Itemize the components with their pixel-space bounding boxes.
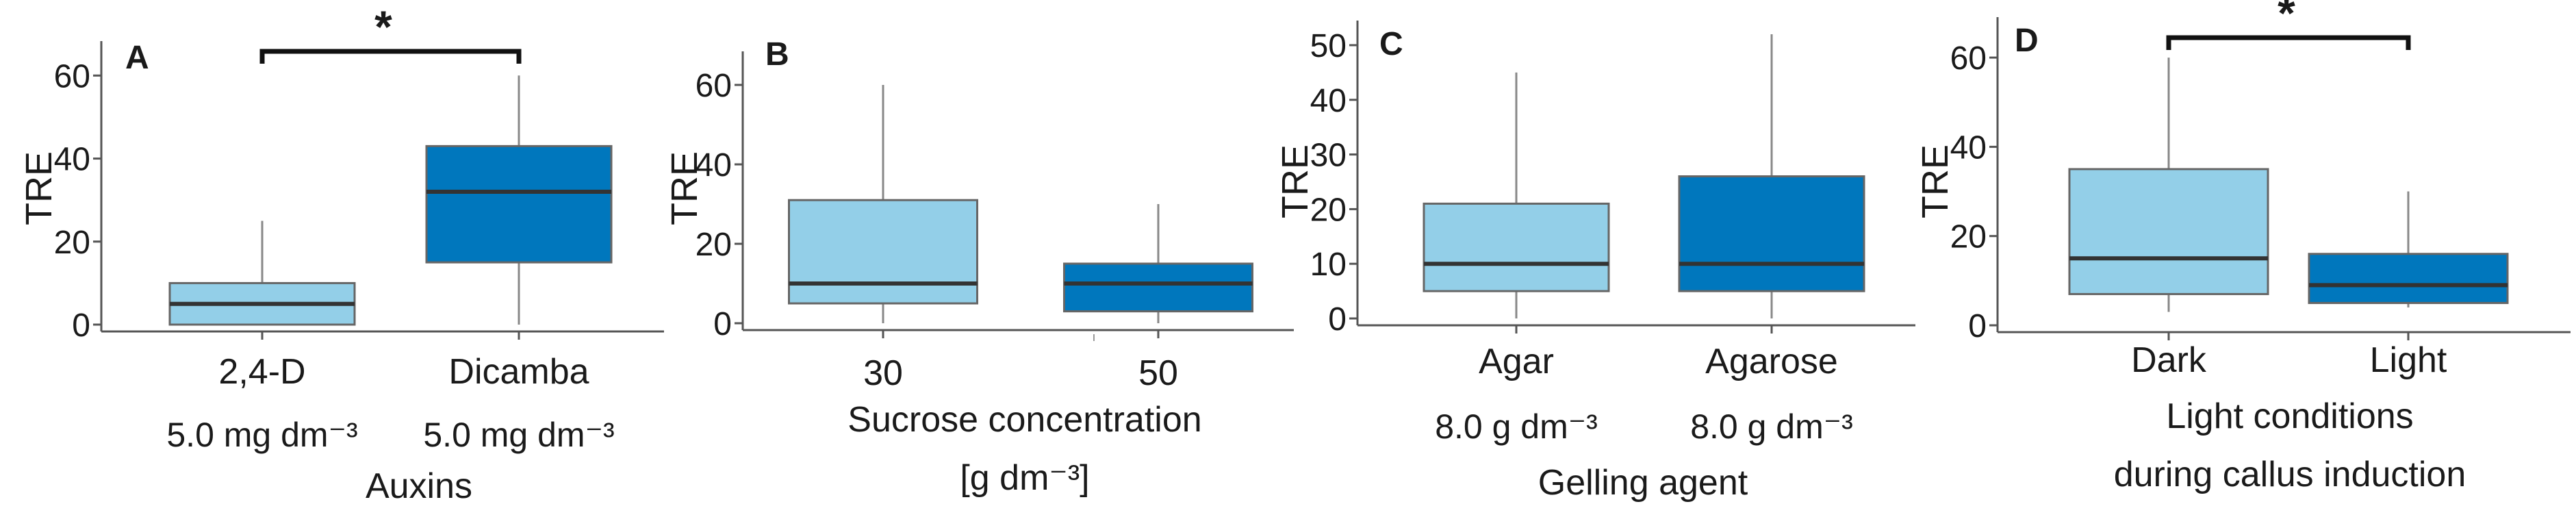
significance-bracket — [2166, 35, 2411, 50]
y-axis-label: TRE — [1275, 144, 1316, 218]
y-tick-label: 10 — [1310, 247, 1347, 283]
box-1: 50 — [1063, 204, 1253, 393]
panel-c: C TRE 0 10 20 30 40 50 Agar 8.0 g dm⁻³ Agarose 8.0 … — [1275, 21, 1915, 503]
y-tick-label: 60 — [54, 58, 90, 95]
category-label: 2,4-D — [218, 352, 305, 392]
x-axis-label: Sucrose concentration — [847, 400, 1201, 440]
box-1: Agarose 8.0 g dm⁻³ — [1678, 34, 1865, 446]
y-axis-label: TRE — [664, 151, 705, 225]
y-tick-label: 0 — [1968, 308, 1987, 344]
y-tick-label: 50 — [1310, 28, 1347, 64]
y-tick-label: 0 — [713, 306, 732, 342]
x-axis-label: Light conditions — [2166, 397, 2413, 436]
y-tick-label: 20 — [54, 225, 90, 261]
x-axis-label: [g dm⁻³] — [960, 458, 1089, 498]
y-tick-label: 40 — [696, 147, 732, 184]
iqr-box — [2308, 253, 2509, 304]
y-tick-label: 0 — [1328, 301, 1347, 338]
iqr-box — [1063, 262, 1253, 313]
significance-star: * — [2278, 0, 2295, 38]
category-sublabel: 5.0 mg dm⁻³ — [423, 416, 614, 454]
box-0: Agar 8.0 g dm⁻³ — [1423, 72, 1610, 446]
iqr-box — [1423, 202, 1610, 292]
box-0: 2,4-D 5.0 mg dm⁻³ — [166, 221, 358, 454]
iqr-box — [425, 144, 613, 264]
y-axis-label: TRE — [18, 151, 60, 225]
panel-d: D TRE 0 20 40 60 Dark Light Light conditions duri… — [1915, 0, 2571, 494]
y-tick-label: 20 — [1310, 192, 1347, 228]
panel-a: A TRE 0 20 40 60 2,4-D 5.0 mg dm⁻³ Dicamba 5.0 mg… — [18, 1, 664, 506]
category-label: 30 — [863, 353, 903, 393]
significance-bracket — [259, 49, 522, 64]
category-label: Dark — [2131, 340, 2207, 380]
box-1: Dicamba 5.0 mg dm⁻³ — [423, 75, 615, 454]
panel-b: B TRE 0 20 40 60 30 50 Sucrose concentration [g d… — [664, 36, 1294, 498]
box-0: 30 — [788, 85, 978, 393]
panel-letter: A — [125, 40, 149, 76]
iqr-box — [2068, 168, 2269, 295]
category-label: Light — [2370, 340, 2447, 380]
category-sublabel: 5.0 mg dm⁻³ — [166, 416, 357, 454]
iqr-box — [1678, 175, 1865, 292]
significance-star: * — [374, 1, 392, 52]
iqr-box — [788, 199, 978, 305]
panel-letter: B — [765, 36, 789, 73]
x-axis-label: Auxins — [366, 466, 472, 506]
y-tick-label: 60 — [1950, 40, 1987, 77]
y-axis-label: TRE — [1915, 144, 1956, 218]
panel-letter: C — [1379, 26, 1403, 62]
category-label: Dicamba — [448, 352, 589, 392]
x-axis-label: Gelling agent — [1538, 463, 1748, 503]
category-label: Agarose — [1705, 342, 1838, 381]
y-tick-label: 60 — [696, 68, 732, 104]
y-tick-label: 40 — [1950, 129, 1987, 166]
y-tick-label: 30 — [1310, 138, 1347, 174]
box-0: Dark — [2068, 58, 2269, 380]
category-sublabel: 8.0 g dm⁻³ — [1435, 407, 1598, 446]
y-tick-label: 40 — [54, 142, 90, 178]
y-tick-label: 40 — [1310, 83, 1347, 119]
box-1: Light — [2308, 191, 2509, 380]
category-label: Agar — [1479, 342, 1554, 381]
y-tick-label: 20 — [696, 227, 732, 263]
x-axis-label: during callus induction — [2114, 455, 2466, 494]
panel-letter: D — [2015, 23, 2039, 59]
y-tick-label: 20 — [1950, 219, 1987, 255]
category-label: 50 — [1138, 353, 1178, 393]
y-tick-label: 0 — [72, 307, 90, 344]
category-sublabel: 8.0 g dm⁻³ — [1690, 407, 1853, 446]
